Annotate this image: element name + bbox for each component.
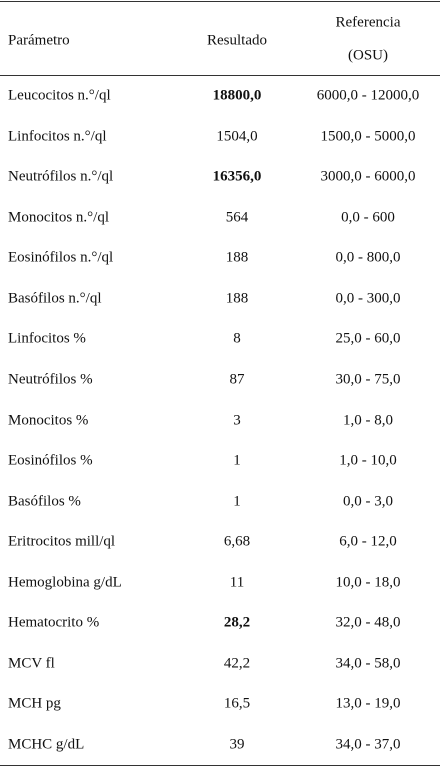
reference-cell: 1,0 - 8,0 (343, 412, 393, 428)
parameter-cell: Hematocrito % (8, 614, 100, 631)
parameter-cell: MCH pg (8, 695, 61, 712)
result-cell: 188 (225, 249, 249, 266)
result-cell: 16356,0 (212, 168, 262, 185)
reference-cell: 34,0 - 37,0 (335, 736, 401, 753)
result-cell: 11 (229, 574, 245, 591)
top-rule (0, 1, 440, 2)
result-cell: 1 (233, 452, 241, 469)
result-cell: 6,68 (223, 533, 251, 550)
reference-cell: 3000,0 - 6000,0 (320, 168, 416, 185)
parameter-cell: Eosinófilos % (8, 452, 93, 469)
parameter-cell: MCV fl (8, 655, 55, 672)
result-cell: 28,2 (223, 614, 251, 631)
reference-cell: 6,0 - 12,0 (339, 533, 397, 550)
header-reference: Referencia (335, 14, 401, 31)
result-cell: 87 (229, 371, 245, 388)
result-cell: 39 (229, 736, 245, 753)
result-cell: 16,5 (223, 695, 251, 712)
header-parameter: Parámetro (8, 32, 70, 49)
result-cell: 1504,0 (216, 128, 258, 145)
parameter-cell: Monocitos n.°/ql (8, 209, 110, 226)
reference-cell: 25,0 - 60,0 (335, 330, 401, 347)
result-cell: 188 (225, 290, 249, 307)
reference-cell: 1,0 - 10,0 (339, 452, 397, 469)
reference-cell: 6000,0 - 12000,0 (316, 87, 420, 104)
bottom-rule (0, 765, 440, 766)
parameter-cell: Basófilos n.°/ql (8, 290, 102, 307)
reference-cell: 0,0 - 3,0 (343, 493, 393, 510)
result-cell: 1 (233, 493, 241, 510)
parameter-cell: Leucocitos n.°/ql (8, 87, 111, 104)
parameter-cell: Hemoglobina g/dL (8, 574, 122, 591)
parameter-cell: MCHC g/dL (8, 736, 85, 753)
parameter-cell: Neutrófilos n.°/ql (8, 168, 114, 185)
parameter-cell: Basófilos % (8, 493, 81, 510)
reference-cell: 13,0 - 19,0 (335, 695, 401, 712)
result-cell: 8 (233, 330, 241, 347)
reference-cell: 0,0 - 800,0 (335, 249, 401, 266)
parameter-cell: Linfocitos n.°/ql (8, 128, 107, 145)
result-cell: 564 (225, 209, 249, 226)
result-cell: 42,2 (223, 655, 251, 672)
parameter-cell: Monocitos % (8, 412, 89, 428)
result-cell: 18800,0 (212, 87, 262, 104)
parameter-cell: Linfocitos % (8, 330, 86, 347)
header-result: Resultado (207, 32, 267, 49)
header-rule (0, 75, 440, 76)
reference-cell: 10,0 - 18,0 (335, 574, 401, 591)
reference-cell: 34,0 - 58,0 (335, 655, 401, 672)
result-cell: 3 (233, 412, 241, 428)
parameter-cell: Eritrocitos mill/ql (8, 533, 116, 550)
reference-cell: 32,0 - 48,0 (335, 614, 401, 631)
reference-cell: 0,0 - 300,0 (335, 290, 401, 307)
reference-cell: 1500,0 - 5000,0 (320, 128, 416, 145)
header-reference-unit: (OSU) (348, 47, 388, 64)
reference-cell: 30,0 - 75,0 (335, 371, 401, 388)
reference-cell: 0,0 - 600 (341, 209, 395, 226)
parameter-cell: Neutrófilos % (8, 371, 93, 388)
parameter-cell: Eosinófilos n.°/ql (8, 249, 114, 266)
